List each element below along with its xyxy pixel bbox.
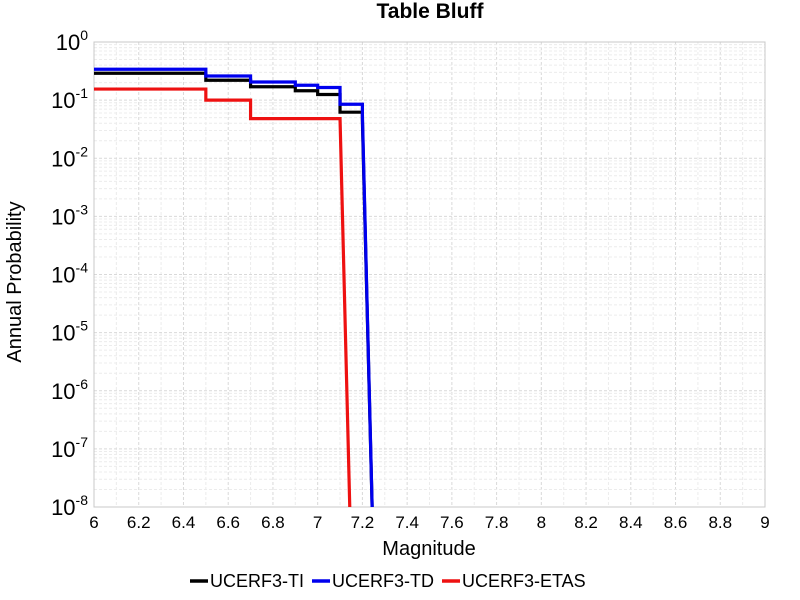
y-tick-label: 10-7	[51, 434, 88, 462]
y-tick-label: 10-3	[51, 201, 88, 229]
legend-label: UCERF3-TD	[332, 571, 434, 591]
grid	[93, 41, 766, 508]
legend: UCERF3-TI UCERF3-TD UCERF3-ETAS	[190, 571, 586, 591]
series-line-ucerf3-etas	[94, 87, 352, 507]
series-line-ucerf3-ti	[94, 71, 374, 507]
y-tick-labels: 100 10-1 10-2 10-3 10-4 10-5 10-6 10-7 10-8	[51, 27, 88, 520]
y-tick-label: 10-1	[51, 85, 88, 113]
x-tick-label: 6.4	[172, 513, 196, 532]
legend-label: UCERF3-ETAS	[462, 571, 586, 591]
series-line-ucerf3-td	[94, 67, 374, 507]
legend-label: UCERF3-TI	[210, 571, 304, 591]
x-tick-label: 7	[313, 513, 322, 532]
x-tick-label: 7.6	[440, 513, 464, 532]
y-tick-label: 10-5	[51, 318, 88, 346]
x-tick-label: 7.2	[351, 513, 375, 532]
x-tick-label: 7.8	[485, 513, 509, 532]
x-tick-label: 9	[760, 513, 769, 532]
y-tick-label: 10-6	[51, 376, 88, 404]
x-tick-labels: 6 6.2 6.4 6.6 6.8 7 7.2 7.4 7.6 7.8 8 8.2 8.4 8.6 8.8 9	[89, 513, 769, 532]
y-tick-label: 10-8	[51, 492, 88, 520]
x-tick-label: 8.2	[574, 513, 598, 532]
x-tick-label: 8.6	[664, 513, 688, 532]
x-tick-label: 6.8	[261, 513, 285, 532]
x-tick-label: 7.4	[395, 513, 419, 532]
plot-area	[93, 41, 766, 508]
y-tick-label: 10-2	[51, 143, 88, 171]
x-tick-label: 6	[89, 513, 98, 532]
y-tick-label: 100	[56, 27, 88, 55]
x-tick-label: 8.8	[708, 513, 732, 532]
y-axis-label: Annual Probability	[4, 201, 26, 362]
x-axis-label: Magnitude	[382, 538, 475, 560]
x-tick-label: 6.6	[216, 513, 240, 532]
x-tick-label: 8	[537, 513, 546, 532]
series-layer	[94, 67, 374, 507]
chart-title: Table Bluff	[377, 0, 485, 23]
x-tick-label: 8.4	[619, 513, 643, 532]
x-tick-label: 6.2	[127, 513, 151, 532]
y-tick-label: 10-4	[51, 260, 88, 288]
